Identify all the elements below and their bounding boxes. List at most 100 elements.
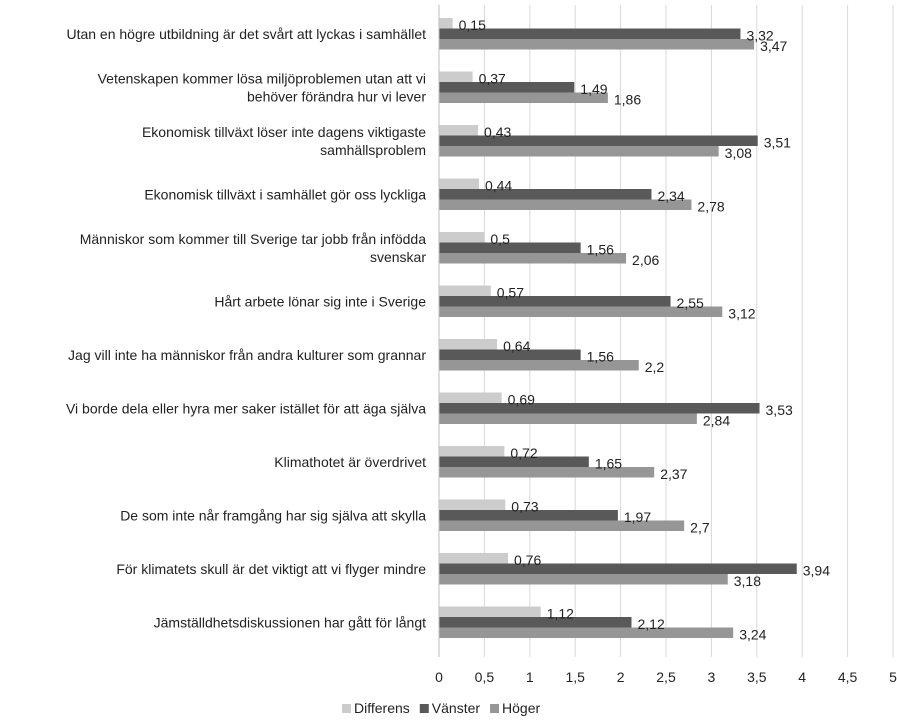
category-label: svenskar — [370, 249, 426, 265]
x-tick-label: 1,5 — [565, 669, 585, 685]
legend-label: Vänster — [432, 700, 481, 716]
x-tick-label: 5 — [889, 669, 897, 685]
legend-swatch — [490, 704, 500, 713]
bar-differens — [439, 339, 498, 350]
data-label: 3,32 — [746, 28, 773, 44]
bar-vanster — [439, 189, 652, 200]
bar-hoger — [439, 39, 755, 50]
bar-vanster — [439, 135, 758, 146]
bar-differens — [439, 553, 509, 564]
bar-hoger — [439, 574, 728, 585]
data-label: 3,12 — [728, 306, 755, 322]
data-label: 0,43 — [484, 124, 511, 140]
data-label: 2,78 — [697, 199, 724, 215]
data-label: 0,76 — [514, 552, 541, 568]
bar-hoger — [439, 627, 734, 638]
gridlines — [483, 5, 894, 657]
data-label: 2,2 — [645, 359, 665, 375]
x-tick-label: 0,5 — [475, 669, 495, 685]
x-tick-label: 3,5 — [747, 669, 767, 685]
bar-hoger — [439, 253, 627, 264]
data-label: 2,12 — [637, 616, 664, 632]
category-label: Ekonomisk tillväxt löser inte dagens vik… — [142, 124, 426, 140]
x-tick-label: 2 — [617, 669, 625, 685]
category-label: Jag vill inte ha människor från andra ku… — [68, 347, 426, 363]
bar-hoger — [439, 146, 719, 157]
data-label: 0,5 — [490, 231, 510, 247]
category-label: Jämställdhetsdiskussionen har gått för l… — [154, 614, 426, 630]
bar-differens — [439, 446, 505, 457]
legend-label: Differens — [354, 700, 410, 716]
bars — [439, 18, 797, 638]
category-labels: Utan en högre utbildning är det svårt at… — [66, 26, 426, 631]
bar-vanster — [439, 403, 760, 414]
data-label: 3,94 — [803, 563, 830, 579]
bar-hoger — [439, 413, 697, 424]
bar-hoger — [439, 467, 655, 478]
category-label: Vetenskapen kommer lösa miljöproblemen u… — [98, 70, 426, 86]
legend-swatch — [342, 704, 351, 713]
category-label: Klimathotet är överdrivet — [274, 454, 426, 470]
x-tick-label: 4,5 — [838, 669, 858, 685]
category-label: För klimatets skull är det viktigt att v… — [116, 561, 426, 577]
legend-swatch — [419, 704, 429, 713]
bar-differens — [439, 125, 479, 136]
bar-hoger — [439, 520, 685, 531]
legend: Differens Vänster Höger — [342, 700, 541, 716]
data-label: 3,53 — [766, 402, 793, 418]
bar-vanster — [439, 563, 797, 574]
bar-hoger — [439, 199, 692, 210]
category-label: Människor som kommer till Sverige tar jo… — [80, 231, 426, 247]
bar-vanster — [439, 617, 632, 628]
category-label: samhällsproblem — [320, 142, 426, 158]
bar-differens — [439, 71, 473, 82]
data-label: 1,56 — [587, 349, 614, 365]
category-label: Ekonomisk tillväxt i samhället gör oss l… — [144, 186, 426, 202]
x-tick-label: 4 — [798, 669, 806, 685]
bar-hoger — [439, 360, 639, 371]
bar-vanster — [439, 456, 589, 467]
data-label: 1,56 — [587, 242, 614, 258]
bar-differens — [439, 232, 485, 243]
data-label: 0,57 — [497, 285, 524, 301]
bar-vanster — [439, 242, 581, 253]
data-label: 2,06 — [632, 252, 659, 268]
data-label: 0,73 — [511, 499, 538, 515]
bar-hoger — [439, 92, 608, 103]
data-label: 0,37 — [479, 71, 506, 87]
data-label: 0,72 — [510, 445, 537, 461]
bar-differens — [439, 606, 541, 617]
bar-differens — [439, 392, 502, 403]
data-label: 3,47 — [760, 38, 787, 54]
data-label: 2,34 — [657, 188, 684, 204]
bar-differens — [439, 285, 491, 296]
bar-differens — [439, 499, 506, 510]
legend-label: Höger — [502, 700, 540, 716]
x-tick-label: 0 — [435, 669, 443, 685]
x-tick-labels: 0 0,5 1 1,5 2 2,5 3 3,5 4 4,5 5 — [435, 669, 897, 685]
data-label: 3,18 — [734, 573, 761, 589]
bar-differens — [439, 178, 479, 189]
bar-hoger — [439, 306, 723, 317]
data-label: 0,44 — [485, 178, 512, 194]
bar-differens — [439, 18, 453, 29]
bar-vanster — [439, 296, 671, 307]
x-tick-label: 3 — [708, 669, 716, 685]
data-label: 0,15 — [459, 17, 486, 33]
category-label: De som inte når framgång har sig själva … — [120, 507, 426, 523]
data-label: 3,24 — [739, 627, 766, 643]
data-label: 2,7 — [690, 520, 710, 536]
data-label: 1,97 — [624, 509, 651, 525]
data-label: 0,69 — [508, 392, 535, 408]
data-label: 1,65 — [595, 456, 622, 472]
data-label: 1,12 — [547, 606, 574, 622]
bar-vanster — [439, 510, 618, 521]
data-label: 1,86 — [614, 92, 641, 108]
data-label: 1,49 — [580, 81, 607, 97]
data-label: 2,84 — [703, 413, 730, 429]
category-label: Vi borde dela eller hyra mer saker istäl… — [66, 400, 426, 416]
category-label: Hårt arbete lönar sig inte i Sverige — [214, 293, 426, 309]
bar-vanster — [439, 28, 741, 39]
data-label: 0,64 — [503, 338, 530, 354]
